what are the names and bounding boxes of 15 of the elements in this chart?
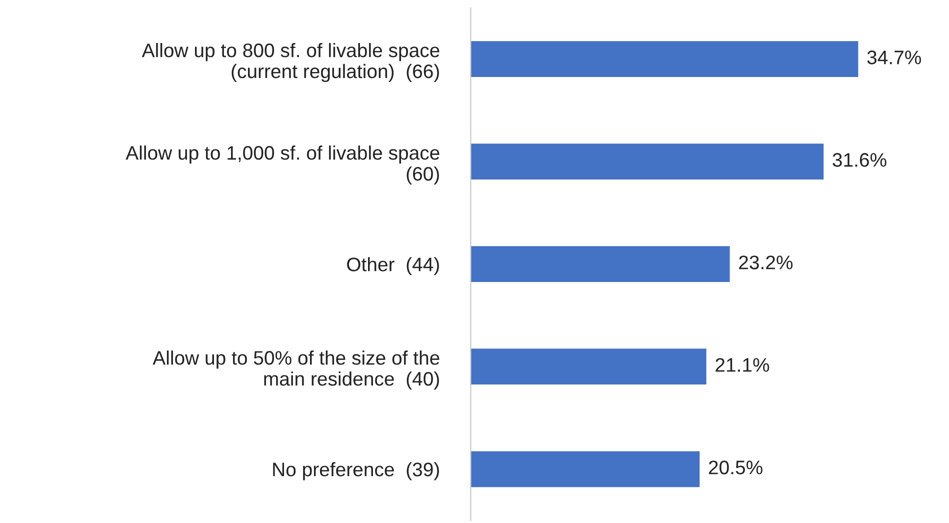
bar: [470, 246, 730, 282]
data-label: 21.1%: [716, 358, 770, 372]
data-label: 20.5%: [708, 460, 762, 474]
y-tick-label: No preference (39): [273, 462, 439, 480]
bar: [470, 41, 858, 78]
y-tick-label: Allow up to 1,000 sf. of livable space (60): [126, 146, 440, 185]
bar: [470, 348, 706, 385]
data-label: 31.6%: [832, 153, 886, 167]
y-tick-label: Allow up to 50% of the size of the main residence (40): [152, 350, 440, 390]
data-label: 34.7%: [867, 50, 921, 64]
y-tick-label: Other (44): [347, 257, 439, 276]
bar: [470, 144, 824, 180]
y-tick-label: Allow up to 800 sf. of livable space (current regulation) (66): [142, 42, 440, 82]
data-label: 23.2%: [739, 256, 793, 270]
bar: [470, 451, 700, 488]
